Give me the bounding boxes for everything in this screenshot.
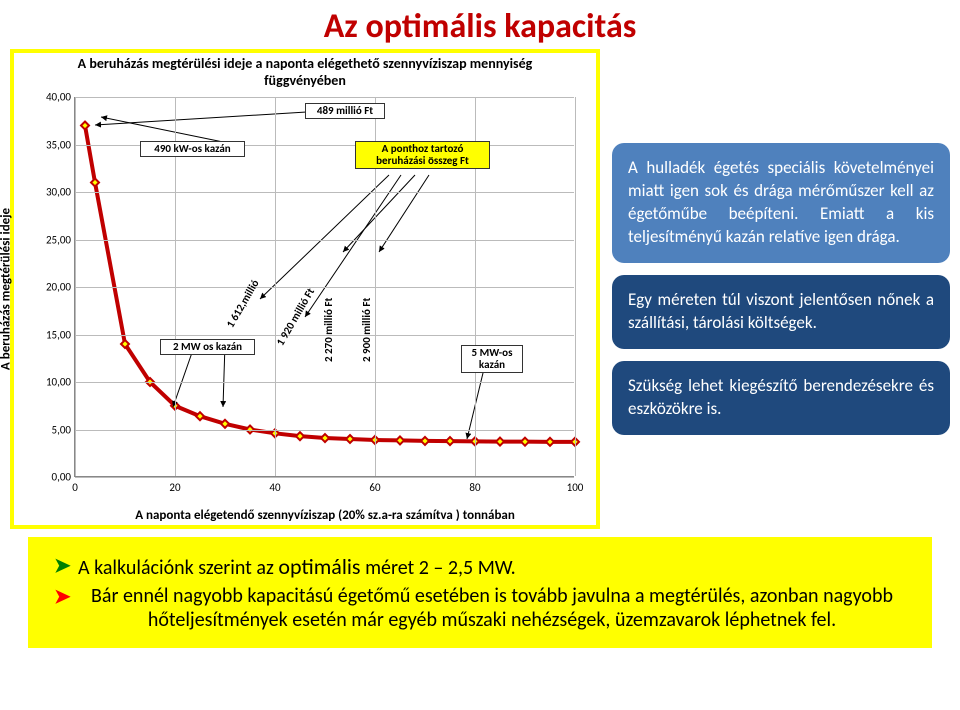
right-column: A hulladék égetés speciális követelménye…: [600, 49, 950, 529]
series-marker: [521, 438, 529, 446]
grid-v: [275, 97, 276, 476]
grid-v: [75, 97, 76, 476]
xtick-label: 100: [560, 481, 590, 494]
ytick-label: 40,00: [31, 91, 71, 104]
y-axis-label: A beruházás megtérülési ideje: [0, 208, 14, 370]
info-card-2: Szükség lehet kiegészítő berendezésekre …: [612, 361, 950, 435]
page-title: Az optimális kapacitás: [0, 0, 960, 49]
ytick-label: 20,00: [31, 281, 71, 294]
chart-annotation: 490 kW-os kazán: [140, 141, 245, 157]
bullet-arrow-icon: ➤: [54, 584, 78, 610]
chart-annotation: A ponthoz tartozóberuházási összeg Ft: [355, 141, 490, 169]
grid-h: [75, 477, 574, 478]
chart-annotation: 2 MW os kazán: [160, 339, 255, 355]
chart-annotation: 489 millió Ft: [305, 103, 385, 119]
series-marker: [296, 432, 304, 440]
grid-h: [75, 430, 574, 431]
xtick-label: 0: [60, 481, 90, 494]
xtick-label: 40: [260, 481, 290, 494]
series-marker: [81, 122, 89, 130]
series-marker: [421, 437, 429, 445]
series-line: [85, 126, 575, 442]
annotation-arrow: [260, 175, 389, 299]
grid-h: [75, 287, 574, 288]
x-axis-label: A naponta elégetendő szennyvíziszap (20%…: [64, 508, 586, 523]
series-marker: [496, 438, 504, 446]
grid-h: [75, 192, 574, 193]
info-card-1: Egy méreten túl viszont jelentősen nőnek…: [612, 275, 950, 349]
bottom-text-panel: ➤A kalkulációnk szerint az optimális mér…: [28, 537, 932, 648]
bullet-arrow-icon: ➤: [54, 553, 78, 579]
ytick-label: 35,00: [31, 138, 71, 151]
series-marker: [321, 434, 329, 442]
chart-plot: 0,005,0010,0015,0020,0025,0030,0035,0040…: [74, 97, 574, 477]
bullet-text: Bár ennél nagyobb kapacitású égetőmű ese…: [78, 584, 906, 632]
ytick-label: 5,00: [31, 423, 71, 436]
ytick-label: 15,00: [31, 328, 71, 341]
series-marker: [346, 435, 354, 443]
bullet-text: A kalkulációnk szerint az optimális mére…: [78, 553, 906, 580]
series-marker: [446, 437, 454, 445]
rotated-label: 2 270 millió Ft: [322, 298, 335, 362]
ytick-label: 30,00: [31, 186, 71, 199]
bullet-1: ➤Bár ennél nagyobb kapacitású égetőmű es…: [54, 584, 906, 632]
grid-h: [75, 240, 574, 241]
xtick-label: 60: [360, 481, 390, 494]
ytick-label: 25,00: [31, 233, 71, 246]
bullet-0: ➤A kalkulációnk szerint az optimális mér…: [54, 553, 906, 580]
series-marker: [546, 438, 554, 446]
info-card-0: A hulladék égetés speciális követelménye…: [612, 143, 950, 263]
rotated-label: 2 900 millió Ft: [360, 298, 373, 362]
top-row: A beruházás megtérülési ideje a naponta …: [0, 49, 960, 529]
annotation-arrow: [95, 110, 339, 125]
grid-v: [575, 97, 576, 476]
chart-annotation: 5 MW-oskazán: [461, 345, 523, 373]
chart-title: A beruházás megtérülési ideje a naponta …: [74, 55, 536, 89]
grid-h: [75, 97, 574, 98]
chart-panel: A beruházás megtérülési ideje a naponta …: [10, 49, 600, 529]
grid-h: [75, 382, 574, 383]
xtick-label: 80: [460, 481, 490, 494]
annotation-arrow: [305, 175, 401, 317]
series-marker: [91, 179, 99, 187]
chart-white-bg: A beruházás megtérülési ideje a naponta …: [14, 53, 596, 525]
series-marker: [396, 436, 404, 444]
ytick-label: 10,00: [31, 376, 71, 389]
xtick-label: 20: [160, 481, 190, 494]
